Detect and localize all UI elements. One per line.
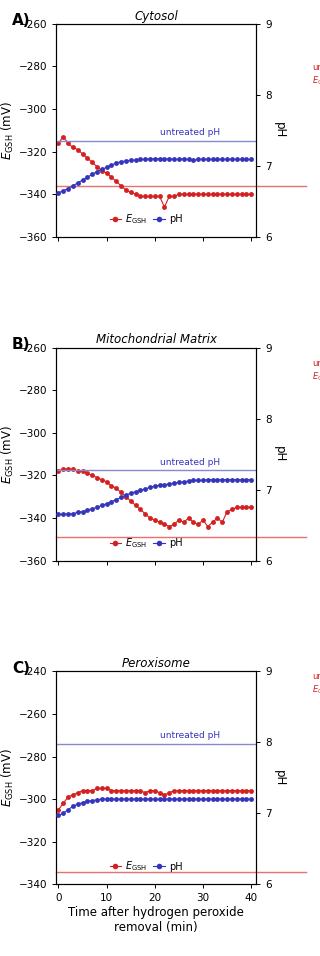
Legend: $E_\mathrm{GSH}$, pH: $E_\mathrm{GSH}$, pH — [106, 532, 186, 554]
Title: Cytosol: Cytosol — [134, 10, 178, 23]
Y-axis label: $E_\mathrm{GSH}$ (mV): $E_\mathrm{GSH}$ (mV) — [0, 749, 16, 807]
Y-axis label: $E_\mathrm{GSH}$ (mV): $E_\mathrm{GSH}$ (mV) — [0, 424, 16, 484]
X-axis label: Time after hydrogen peroxide
removal (min): Time after hydrogen peroxide removal (mi… — [68, 906, 244, 934]
Y-axis label: pH: pH — [273, 770, 285, 786]
Text: C): C) — [12, 661, 30, 676]
Y-axis label: $E_\mathrm{GSH}$ (mV): $E_\mathrm{GSH}$ (mV) — [0, 101, 16, 160]
Text: A): A) — [12, 13, 31, 29]
Y-axis label: pH: pH — [273, 446, 285, 462]
Legend: $E_\mathrm{GSH}$, pH: $E_\mathrm{GSH}$, pH — [106, 856, 186, 878]
Y-axis label: pH: pH — [273, 122, 285, 139]
Text: untreated
$E_\mathrm{GSH}$: untreated $E_\mathrm{GSH}$ — [312, 672, 320, 696]
Text: B): B) — [12, 337, 30, 352]
Text: untreated pH: untreated pH — [160, 731, 220, 740]
Text: untreated
$E_\mathrm{GSH}$: untreated $E_\mathrm{GSH}$ — [312, 359, 320, 382]
Text: untreated pH: untreated pH — [160, 458, 220, 467]
Legend: $E_\mathrm{GSH}$, pH: $E_\mathrm{GSH}$, pH — [106, 208, 186, 229]
Title: Peroxisome: Peroxisome — [122, 657, 190, 670]
Title: Mitochondrial Matrix: Mitochondrial Matrix — [95, 334, 217, 346]
Text: untreated
$E_\mathrm{GSH}$: untreated $E_\mathrm{GSH}$ — [312, 63, 320, 87]
Text: untreated pH: untreated pH — [160, 128, 220, 138]
